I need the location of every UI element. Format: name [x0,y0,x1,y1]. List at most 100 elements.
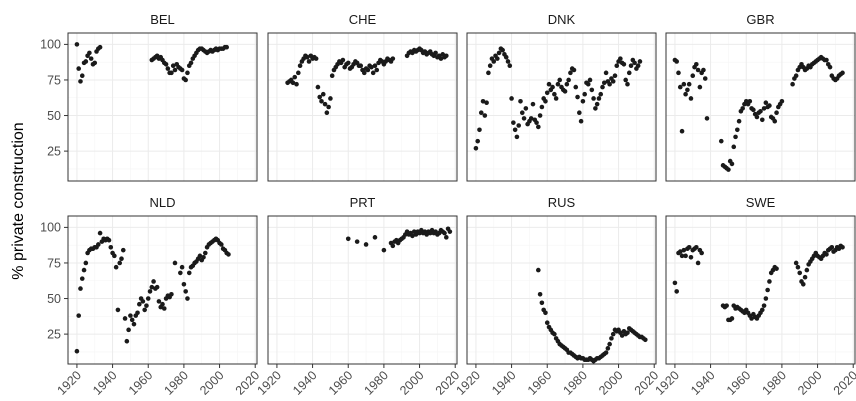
panel-prt: PRT [267,189,458,368]
panel-background [268,33,457,181]
data-point [76,313,81,318]
facet-strip [467,6,656,33]
data-point [537,291,543,297]
data-point [491,59,497,64]
data-point [444,53,449,59]
facet-label: NLD [149,195,175,210]
data-point [126,327,131,333]
data-point [438,56,444,61]
x-tick-label: 1940 [489,368,519,398]
data-point [765,287,770,293]
data-point [410,233,415,239]
data-point [553,96,559,101]
facet-strip [68,189,257,216]
data-point [495,56,500,61]
data-point [596,96,602,101]
x-tick-label: 1940 [688,368,718,398]
data-point [477,127,482,133]
data-point [544,90,550,96]
data-point [537,113,543,118]
data-point [534,120,539,125]
data-point [487,63,493,69]
data-point [131,321,137,327]
data-point [575,94,580,100]
x-tick-label: 1960 [326,368,356,398]
data-point [632,60,637,66]
data-point [582,91,587,97]
data-point [188,60,194,66]
y-tick-label: 100 [40,221,61,235]
data-point [774,266,779,271]
facet-strip [666,189,855,216]
data-point [294,81,299,87]
data-point [688,254,694,260]
data-point [767,103,772,108]
panel-nld: NLD [64,189,258,368]
data-point [763,296,769,301]
data-point [78,286,83,291]
data-point [142,307,147,313]
x-tick-label: 1920 [54,368,84,398]
panel-gbr: GBR [665,6,856,182]
data-point [306,59,312,64]
y-tick-label: 75 [47,256,61,270]
data-point [614,63,620,69]
data-point [74,42,80,47]
data-point [170,63,176,69]
data-point [694,245,699,250]
data-point [78,79,83,84]
data-point [369,64,374,70]
data-point [96,242,101,247]
data-point [137,301,142,307]
x-tick-label: 1940 [290,368,320,398]
data-point [79,276,85,281]
data-point [637,59,643,64]
data-point [149,284,155,290]
data-point [224,44,229,50]
facet-strip [68,6,257,33]
data-point [183,289,188,294]
data-point [372,63,378,69]
y-tick-label: 75 [47,73,61,87]
x-tick-label: 1980 [161,368,191,398]
x-tick-label: 2020 [233,368,263,398]
data-point [154,284,160,290]
y-tick-label: 50 [47,292,61,306]
data-point [484,100,489,106]
data-point [480,99,486,104]
data-point [486,70,491,76]
data-point [447,229,453,234]
data-point [97,230,103,236]
data-point [594,101,600,107]
facet-strip [666,6,855,33]
data-point [759,117,765,123]
facet-strip [268,6,457,33]
data-point [686,245,692,250]
data-point [178,270,183,276]
data-point [695,67,701,73]
data-point [76,66,81,71]
data-point [564,81,570,87]
data-point [290,80,296,86]
facet-strip [268,189,457,216]
data-point [507,63,513,69]
data-point [824,57,829,63]
data-point [144,303,149,308]
data-point [577,110,582,115]
data-point [800,282,806,287]
data-point [694,62,699,67]
y-tick-label: 25 [47,144,61,158]
data-point [186,270,192,276]
data-point [566,77,571,83]
data-point [88,56,94,61]
x-tick-label: 1940 [90,368,120,398]
data-point [345,60,351,66]
data-point [145,296,151,301]
panel-background [68,216,257,364]
data-point [761,106,767,111]
data-point [473,145,479,151]
data-point [521,116,527,121]
data-point [681,81,687,87]
data-point [552,331,557,337]
data-point [679,128,685,134]
